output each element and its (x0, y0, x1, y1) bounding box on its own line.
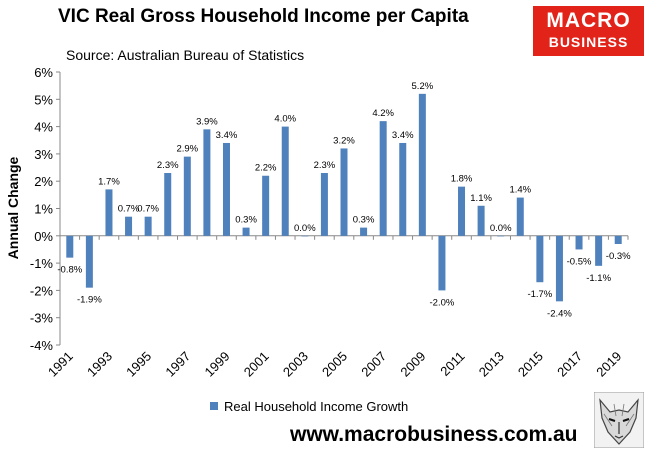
bar (614, 235, 622, 244)
bar (301, 235, 309, 237)
x-tick-label: 2013 (476, 349, 507, 380)
y-tick-label: 1% (34, 202, 53, 217)
bar (536, 235, 544, 283)
bar (203, 129, 211, 236)
data-label: 3.2% (333, 135, 355, 146)
y-tick-label: -4% (30, 338, 54, 353)
y-tick-label: -2% (30, 283, 54, 298)
wolf-face-icon (594, 392, 644, 448)
bar (105, 189, 113, 236)
bar (222, 142, 230, 236)
data-label: 4.2% (372, 108, 394, 119)
x-tick-label: 2015 (515, 349, 546, 380)
legend-label: Real Household Income Growth (224, 399, 408, 414)
data-label: 2.3% (157, 160, 179, 171)
data-label: 4.0% (274, 114, 296, 125)
data-label: 0.0% (294, 223, 316, 234)
bar (497, 235, 505, 237)
bar (340, 148, 348, 236)
bar (418, 93, 426, 236)
data-label: 2.3% (314, 160, 336, 171)
y-tick-label: 6% (34, 65, 53, 80)
data-label: 1.8% (451, 174, 473, 185)
data-label: -2.0% (430, 297, 455, 308)
bar (399, 142, 407, 236)
x-tick-label: 1997 (162, 349, 193, 380)
data-label: -0.5% (567, 256, 592, 267)
bar (320, 173, 328, 236)
x-tick-label: 2009 (397, 349, 428, 380)
logo-line-2: BUSINESS (548, 34, 629, 50)
x-tick-label: 2005 (319, 349, 350, 380)
bar (555, 235, 563, 302)
y-tick-label: -1% (30, 256, 54, 271)
bar (575, 235, 583, 250)
data-label: 0.0% (490, 223, 512, 234)
y-axis-title: Annual Change (5, 156, 21, 259)
x-tick-label: 2019 (593, 349, 624, 380)
logo-line-1: MACRO (546, 9, 631, 32)
y-tick-label: 4% (34, 120, 53, 135)
data-label: 3.9% (196, 116, 218, 127)
y-tick-label: 5% (34, 92, 53, 107)
bar (458, 186, 466, 236)
bar (66, 235, 74, 258)
data-label: 0.7% (118, 204, 140, 215)
bar (164, 173, 172, 236)
data-label: -0.8% (57, 265, 82, 276)
legend-swatch (210, 402, 218, 410)
x-tick-label: 1995 (123, 349, 154, 380)
x-tick-label: 2003 (280, 349, 311, 380)
data-label: -1.7% (527, 289, 552, 300)
data-label: 3.4% (392, 130, 414, 141)
bar (516, 197, 524, 236)
bar (438, 235, 446, 291)
website-url: www.macrobusiness.com.au (290, 423, 578, 446)
y-tick-label: 3% (34, 147, 53, 162)
bar (360, 227, 368, 236)
x-tick-label: 2001 (241, 349, 272, 380)
chart-title: VIC Real Gross Household Income per Capi… (58, 6, 469, 27)
data-label: 0.7% (137, 204, 159, 215)
x-tick-label: 2017 (554, 349, 585, 380)
data-label: -2.4% (547, 308, 572, 319)
y-tick-label: 2% (34, 174, 53, 189)
x-tick-label: 2007 (358, 349, 389, 380)
y-tick-label: -3% (30, 311, 54, 326)
bar (125, 216, 133, 236)
bar (281, 126, 289, 236)
y-tick-label: 0% (34, 229, 53, 244)
data-label: 2.9% (176, 144, 198, 155)
data-label: 3.4% (216, 130, 238, 141)
data-label: 0.3% (353, 215, 375, 226)
data-label: -1.9% (77, 295, 102, 306)
data-label: 1.7% (98, 176, 120, 187)
data-label: -1.1% (586, 273, 611, 284)
bar (85, 235, 93, 288)
x-tick-label: 1993 (84, 349, 115, 380)
bar (242, 227, 250, 236)
data-label: 0.3% (235, 215, 257, 226)
data-label: 1.1% (470, 193, 492, 204)
x-tick-label: 1991 (45, 349, 76, 380)
x-tick-label: 2011 (437, 349, 467, 379)
bar (144, 216, 152, 236)
x-tick-label: 1999 (202, 349, 233, 380)
chart-source: Source: Australian Bureau of Statistics (66, 47, 305, 63)
macrobusiness-logo: MACRO BUSINESS (533, 6, 644, 56)
bar (379, 121, 387, 236)
data-label: -0.3% (606, 251, 631, 262)
data-label: 1.4% (509, 185, 531, 196)
bar (262, 175, 270, 236)
bar (477, 205, 485, 236)
bar (595, 235, 603, 266)
bar (183, 156, 191, 236)
data-label: 5.2% (412, 81, 434, 92)
data-label: 2.2% (255, 163, 277, 174)
